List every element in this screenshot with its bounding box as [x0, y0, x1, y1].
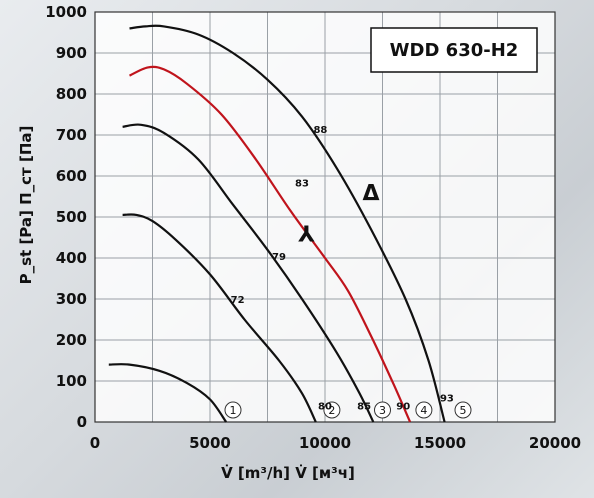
y-tick-label: 400: [56, 249, 87, 267]
curve-3: [122, 123, 375, 423]
y-tick-label: 600: [56, 167, 87, 185]
curve-2: [122, 213, 317, 423]
x-tick-label: 5000: [189, 434, 231, 452]
y-tick-label: 300: [56, 290, 87, 308]
curve-number-marker: 5: [454, 401, 472, 419]
y-tick-label: 500: [56, 208, 87, 226]
marker-number: 3: [379, 404, 386, 417]
x-tick-label: 10000: [299, 434, 351, 452]
curve-number-marker: 4: [415, 401, 433, 419]
grid: [94, 11, 556, 423]
plot-border: [94, 11, 556, 423]
curve-labels: 1 2 3 4 5 72 79 83 88 80 85 90 93 Δ ⅄: [224, 125, 472, 419]
marker-number: 5: [460, 404, 467, 417]
y-tick-label: 900: [56, 44, 87, 62]
model-label: WDD 630-H2: [390, 40, 519, 61]
marker-circle: [374, 401, 391, 419]
marker-number: 1: [230, 404, 237, 417]
y-tick-label: 0: [77, 413, 87, 431]
y-tick-label: 200: [56, 331, 87, 349]
curve-5: [129, 24, 446, 423]
x-tick-label: 15000: [414, 434, 466, 452]
efficiency-label: 72: [231, 295, 245, 306]
curve-number-marker: 1: [224, 401, 242, 419]
curve-number-marker: 2: [323, 401, 341, 419]
curve-number-marker: 3: [374, 401, 391, 419]
curve-4: [129, 65, 412, 423]
marker-circle: [415, 401, 433, 419]
x-tick-label: 20000: [529, 434, 581, 452]
plot-frame: [94, 11, 556, 423]
y-tick-label: 800: [56, 85, 87, 103]
y-tick-label: 700: [56, 126, 87, 144]
efficiency-label: 93: [440, 394, 454, 405]
marker-circle: [323, 401, 341, 419]
curves: [108, 24, 446, 423]
efficiency-label: 88: [313, 125, 327, 136]
marker-circle: [454, 401, 472, 419]
efficiency-label: 90: [396, 402, 410, 413]
delta-marker: Δ: [362, 182, 379, 207]
marker-circle: [224, 401, 242, 419]
y-tick-label: 1000: [45, 3, 87, 21]
y-axis-label: P_st [Pa] П_ст [Па]: [17, 126, 35, 285]
efficiency-label: 80: [318, 402, 332, 413]
x-tick-label: 0: [90, 434, 100, 452]
curve-1: [108, 363, 228, 423]
efficiency-label: 85: [357, 402, 371, 413]
marker-number: 2: [328, 404, 335, 417]
star-marker: ⅄: [297, 223, 315, 248]
efficiency-label: 79: [272, 252, 286, 263]
model-box: WDD 630-H2: [370, 27, 538, 73]
efficiency-label: 83: [295, 178, 309, 189]
marker-number: 4: [420, 404, 427, 417]
y-tick-label: 100: [56, 372, 87, 390]
x-axis-label: V̇ [m³/h] V̇ [м³ч]: [221, 463, 355, 482]
